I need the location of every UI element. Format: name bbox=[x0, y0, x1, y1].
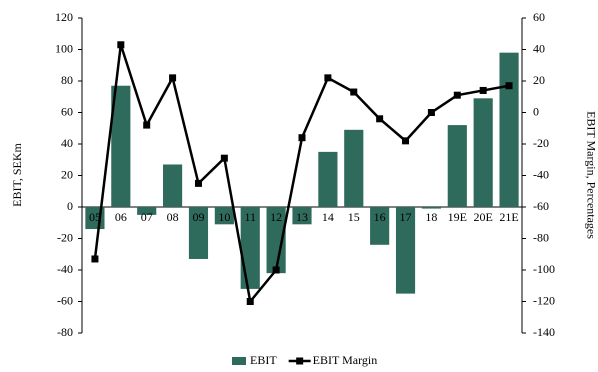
bar bbox=[344, 129, 364, 207]
bar bbox=[318, 151, 338, 207]
y2-tick-label: 60 bbox=[533, 10, 545, 24]
bar bbox=[266, 207, 286, 274]
x-tick-label: 05 bbox=[89, 210, 101, 224]
marker bbox=[376, 115, 384, 123]
marker bbox=[246, 298, 254, 305]
legend-marker bbox=[296, 357, 304, 365]
legend-swatch bbox=[232, 357, 246, 365]
y2-tick-label: -40 bbox=[533, 167, 549, 181]
marker bbox=[272, 266, 280, 274]
y-tick-label: 20 bbox=[61, 167, 73, 181]
x-tick-label: 19E bbox=[448, 210, 467, 224]
y2-tick-label: -100 bbox=[533, 262, 555, 276]
marker bbox=[91, 255, 99, 263]
y-tick-label: -60 bbox=[57, 293, 73, 307]
y2-tick-label: 0 bbox=[533, 104, 539, 118]
marker bbox=[427, 109, 435, 116]
y2-tick-label: 40 bbox=[533, 41, 545, 55]
marker bbox=[505, 82, 513, 90]
marker bbox=[220, 154, 228, 162]
y2-axis-label: EBIT Margin, Percentages bbox=[584, 111, 598, 239]
y-tick-label: 100 bbox=[55, 41, 73, 55]
marker bbox=[143, 121, 151, 129]
y-tick-label: 60 bbox=[61, 104, 73, 118]
x-tick-label: 20E bbox=[474, 210, 493, 224]
y-tick-label: 120 bbox=[55, 10, 73, 24]
bar bbox=[395, 207, 416, 294]
x-tick-label: 15 bbox=[348, 210, 360, 224]
legend-label: EBIT Margin bbox=[313, 353, 378, 367]
bar bbox=[137, 207, 157, 215]
line bbox=[93, 44, 510, 305]
marker bbox=[402, 137, 410, 145]
bar bbox=[214, 207, 234, 225]
x-tick-label: 13 bbox=[296, 210, 308, 224]
bar bbox=[163, 164, 183, 207]
y-tick-label: -20 bbox=[57, 230, 73, 244]
y-tick-label: 40 bbox=[61, 136, 73, 150]
x-tick-label: 16 bbox=[374, 210, 386, 224]
bar bbox=[292, 207, 312, 225]
marker bbox=[350, 88, 358, 96]
y-axis-label: EBIT, SEKm bbox=[10, 142, 24, 206]
y-tick-label: 0 bbox=[67, 199, 73, 213]
x-tick-label: 14 bbox=[322, 210, 334, 224]
y-tick-label: -80 bbox=[57, 325, 73, 339]
bar bbox=[421, 207, 441, 209]
x-tick-label: 21E bbox=[499, 210, 518, 224]
x-tick-label: 09 bbox=[192, 210, 204, 224]
y2-tick-label: -120 bbox=[533, 293, 555, 307]
legend-label: EBIT bbox=[250, 353, 277, 367]
y-tick-label: 80 bbox=[61, 73, 73, 87]
marker bbox=[298, 134, 306, 142]
bar bbox=[188, 207, 209, 259]
x-tick-label: 11 bbox=[244, 210, 256, 224]
x-tick-label: 12 bbox=[270, 210, 282, 224]
bar bbox=[370, 207, 390, 245]
marker bbox=[169, 74, 177, 82]
x-tick-label: 17 bbox=[400, 210, 412, 224]
marker bbox=[194, 179, 202, 187]
bar bbox=[473, 98, 493, 207]
y2-tick-label: -20 bbox=[533, 136, 549, 150]
y2-tick-label: -140 bbox=[533, 325, 555, 339]
x-tick-label: 10 bbox=[218, 210, 230, 224]
x-tick-label: 08 bbox=[167, 210, 179, 224]
y-tick-label: -40 bbox=[57, 262, 73, 276]
marker bbox=[117, 41, 125, 49]
y2-tick-label: 20 bbox=[533, 73, 545, 87]
x-tick-label: 07 bbox=[141, 210, 153, 224]
marker bbox=[479, 86, 487, 94]
bar bbox=[447, 125, 467, 207]
bar bbox=[499, 52, 519, 208]
marker bbox=[324, 74, 332, 82]
bar bbox=[111, 85, 131, 207]
y2-tick-label: -60 bbox=[533, 199, 549, 213]
x-tick-label: 18 bbox=[425, 210, 437, 224]
y2-tick-label: -80 bbox=[533, 230, 549, 244]
x-tick-label: 06 bbox=[115, 210, 127, 224]
marker bbox=[453, 91, 461, 99]
